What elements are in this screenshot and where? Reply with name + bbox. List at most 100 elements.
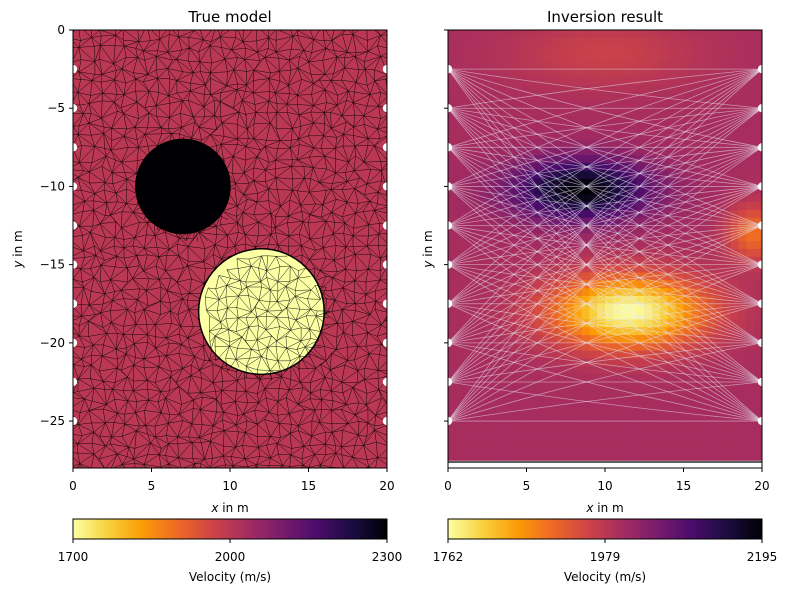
- inversion-cell: [754, 319, 762, 328]
- inversion-cell: [479, 116, 488, 125]
- inversion-cell: [502, 366, 512, 375]
- inversion-cell: [691, 381, 700, 391]
- inversion-cell: [471, 374, 480, 383]
- inversion-cell: [714, 335, 724, 344]
- inversion-cell: [495, 335, 504, 344]
- inversion-cell: [550, 272, 559, 281]
- inversion-cell: [738, 147, 747, 156]
- inversion-cell: [448, 381, 457, 391]
- inversion-cell: [573, 319, 583, 328]
- inversion-cell: [534, 178, 543, 188]
- inversion-cell: [589, 241, 598, 250]
- ray-path: [448, 68, 762, 148]
- inversion-cell: [667, 452, 677, 461]
- inversion-cell: [518, 30, 528, 39]
- inversion-cell: [714, 256, 724, 266]
- inversion-cell: [675, 350, 685, 360]
- inversion-cell: [581, 69, 590, 78]
- inversion-cell: [550, 108, 559, 117]
- inversion-cell: [589, 37, 598, 47]
- inversion-cell: [550, 209, 559, 219]
- inversion-cell: [581, 413, 590, 422]
- inversion-cell: [636, 366, 645, 375]
- inversion-cell: [636, 202, 645, 211]
- inversion-cell: [502, 319, 512, 328]
- inversion-cell: [722, 452, 732, 461]
- inversion-cell: [605, 178, 614, 188]
- inversion-cell: [707, 319, 716, 328]
- inversion-cell: [518, 69, 528, 78]
- ray-path: [448, 186, 762, 422]
- inversion-cell: [636, 61, 645, 70]
- x-tick-label: 5: [523, 479, 531, 493]
- inversion-cell: [597, 202, 606, 211]
- inversion-cell: [652, 100, 661, 109]
- inversion-cell: [581, 288, 590, 297]
- inversion-cell: [542, 389, 551, 399]
- inversion-cell: [707, 225, 716, 234]
- inversion-cell: [455, 225, 465, 234]
- inversion-cell: [652, 389, 661, 399]
- inversion-cell: [691, 335, 700, 344]
- inversion-cell: [448, 30, 457, 39]
- inversion-cell: [479, 209, 488, 219]
- inversion-cell: [510, 366, 520, 375]
- inversion-cell: [659, 170, 669, 180]
- inversion-cell: [597, 311, 606, 320]
- inversion-cell: [691, 170, 700, 180]
- inversion-cell: [589, 303, 598, 313]
- inversion-cell: [463, 123, 473, 133]
- ray-path: [448, 303, 762, 344]
- inversion-cell: [628, 335, 637, 344]
- inversion-cell: [502, 209, 512, 219]
- inversion-cell: [754, 69, 762, 78]
- inversion-cell: [557, 272, 567, 281]
- inversion-cell: [707, 421, 716, 430]
- inversion-cell: [502, 413, 512, 422]
- inversion-cell: [510, 272, 520, 281]
- inversion-cell: [479, 381, 488, 391]
- inversion-cell: [754, 61, 762, 70]
- inversion-cell: [620, 30, 630, 39]
- inversion-cell: [471, 319, 480, 328]
- inversion-cell: [707, 397, 716, 407]
- inversion-cell: [557, 436, 567, 446]
- inversion-cell: [542, 225, 551, 234]
- inversion-cell: [636, 123, 645, 133]
- inversion-cell: [487, 389, 496, 399]
- inversion-cell: [659, 69, 669, 78]
- ray-path: [448, 186, 762, 266]
- inversion-cell: [534, 45, 543, 55]
- inversion-cell: [502, 288, 512, 297]
- inversion-cell: [463, 295, 473, 305]
- inversion-cell: [502, 147, 512, 156]
- ray-path: [448, 147, 762, 344]
- ray-path: [448, 107, 762, 266]
- inversion-cell: [589, 452, 598, 461]
- ray-path: [448, 146, 762, 266]
- inversion-cell: [730, 61, 740, 70]
- inversion-cell: [487, 178, 496, 188]
- inversion-cell: [495, 428, 504, 438]
- inversion-cell: [667, 358, 677, 367]
- ray-path: [448, 107, 762, 344]
- inversion-cell: [518, 147, 528, 156]
- inversion-cell: [707, 366, 716, 375]
- inversion-cell: [667, 108, 677, 117]
- inversion-cell: [691, 264, 700, 274]
- inversion-cell: [605, 444, 614, 453]
- inversion-cell: [463, 225, 473, 234]
- inversion-cell: [636, 436, 645, 446]
- inversion-cell: [526, 217, 535, 227]
- inversion-cell: [722, 194, 732, 203]
- inversion-cell: [463, 374, 473, 383]
- inversion-cell: [644, 452, 653, 461]
- inversion-cell: [510, 61, 520, 70]
- inversion-cell: [487, 256, 496, 266]
- inversion-cell: [526, 358, 535, 367]
- inversion-cell: [738, 202, 747, 211]
- inversion-cell: [683, 92, 692, 101]
- inversion-cell: [573, 295, 583, 305]
- inversion-cell: [738, 69, 747, 78]
